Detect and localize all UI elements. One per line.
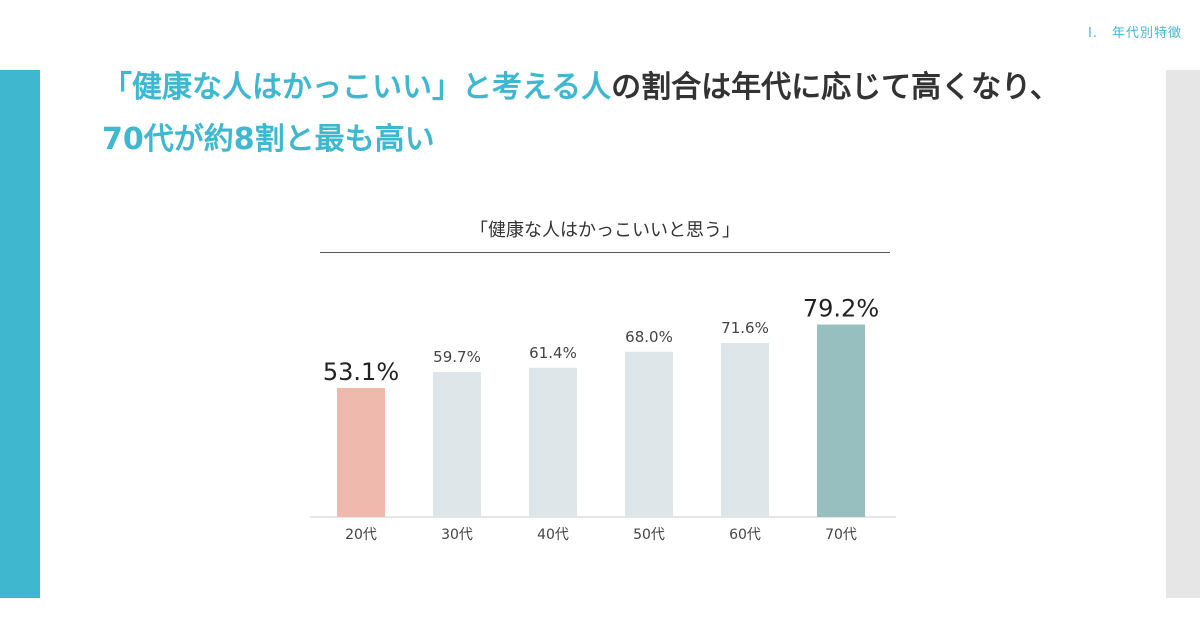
value-label-6: 79.2%	[803, 295, 879, 323]
category-label-3: 40代	[537, 527, 569, 543]
value-label-5: 71.6%	[721, 319, 769, 337]
bar-6	[817, 324, 865, 517]
category-label-6: 70代	[825, 527, 857, 543]
chart-title-divider	[320, 252, 890, 253]
headline-highlight-2: 70代が約8割と最も高い	[102, 122, 435, 157]
page-headline: 「健康な人はかっこいい」と考える人の割合は年代に応じて高くなり、 70代が約8割…	[102, 62, 1102, 166]
bar-1	[337, 387, 385, 517]
value-label-1: 53.1%	[323, 358, 399, 386]
bar-5	[721, 343, 769, 517]
value-label-2: 59.7%	[433, 348, 481, 366]
left-accent-bar	[0, 70, 40, 598]
section-label: Ⅰ. 年代別特徴	[1088, 26, 1182, 41]
headline-highlight-1: 「健康な人はかっこいい」と考える人	[102, 70, 612, 105]
category-label-2: 30代	[441, 527, 473, 543]
category-label-1: 20代	[345, 527, 377, 543]
category-label-5: 60代	[729, 527, 761, 543]
bar-4	[625, 351, 673, 517]
bar-3	[529, 367, 577, 517]
bar-2	[433, 371, 481, 517]
value-label-4: 68.0%	[625, 328, 673, 346]
headline-dark-1: の割合は年代に応じて高くなり、	[611, 70, 1060, 105]
chart-title: 「健康な人はかっこいいと思う」	[470, 220, 740, 241]
right-side-bar	[1166, 70, 1200, 598]
value-label-3: 61.4%	[529, 344, 577, 362]
category-label-4: 50代	[633, 527, 665, 543]
